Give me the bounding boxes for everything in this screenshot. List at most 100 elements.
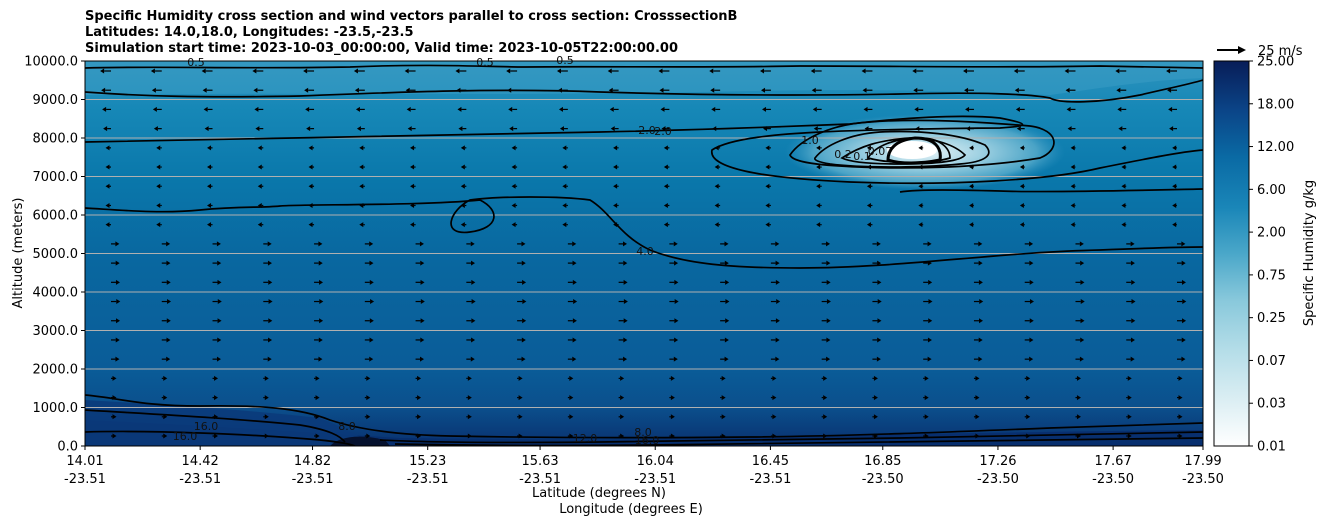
wind-arrow-head [207, 202, 212, 208]
wind-arrow-head [775, 260, 780, 266]
wind-arrow [1172, 222, 1177, 228]
wind-arrow-head [467, 414, 472, 420]
wind-arrow [720, 414, 726, 420]
wind-arrow [212, 433, 219, 439]
wind-arrow-head [207, 145, 212, 151]
wind-arrow-head [207, 222, 212, 228]
wind-arrow [720, 279, 730, 285]
wind-arrow [923, 279, 933, 285]
wind-arrow [973, 356, 983, 362]
contour-label: 16.0 [194, 420, 219, 433]
wind-arrow-head [562, 183, 567, 189]
wind-arrow-head [775, 241, 780, 247]
wind-arrow-head [216, 241, 221, 247]
colorbar [1213, 60, 1250, 447]
wind-arrow [308, 145, 315, 151]
wind-arrow [1177, 356, 1186, 362]
contour-label: 0.2 [834, 148, 852, 161]
wind-arrow-head [877, 260, 882, 266]
wind-arrow-head [724, 241, 729, 247]
wind-arrow [150, 68, 162, 74]
wind-arrow [455, 68, 467, 74]
wind-arrow-head [569, 375, 574, 381]
wind-arrow [711, 106, 721, 112]
wind-arrow-head [1029, 279, 1034, 285]
wind-arrow [263, 395, 269, 401]
wind-arrow [156, 164, 162, 170]
wind-arrow-head [257, 145, 262, 151]
wind-arrow [812, 106, 822, 112]
wind-arrow-head [420, 356, 425, 362]
wind-arrow [1024, 260, 1034, 266]
wind-arrow-head [1019, 222, 1024, 228]
wind-arrow [1064, 68, 1076, 74]
wind-arrow-head [924, 395, 929, 401]
wind-arrow [923, 241, 932, 247]
wind-arrow-head [826, 279, 831, 285]
wind-arrow-head [1131, 318, 1136, 324]
wind-arrow [156, 183, 162, 189]
wind-arrow-head [613, 145, 618, 151]
wind-arrow [770, 260, 780, 266]
wind-arrow-head [112, 433, 117, 439]
wind-arrow-head [725, 279, 730, 285]
wind-arrow-head [573, 299, 578, 305]
wind-arrow [161, 395, 168, 401]
wind-arrow [517, 279, 527, 285]
wind-arrow-head [370, 299, 375, 305]
wind-arrow-head [877, 318, 882, 324]
wind-arrow-head [562, 222, 567, 228]
wind-arrow-head [410, 145, 415, 151]
wind-arrow-head [978, 279, 983, 285]
wind-arrow [1075, 337, 1085, 343]
wind-arrow-head [1076, 375, 1081, 381]
wind-arrow-head [304, 87, 309, 93]
wind-arrow [511, 145, 518, 151]
wind-arrow [618, 395, 625, 401]
wind-arrow [1177, 279, 1186, 285]
wind-arrow [100, 68, 111, 74]
wind-arrow [659, 87, 670, 93]
wind-arrow [964, 87, 974, 93]
wind-arrow [1126, 395, 1132, 401]
wind-arrow [714, 164, 721, 170]
wind-arrow-head [1019, 164, 1024, 170]
wind-arrow-head [420, 318, 425, 324]
wind-arrow-head [1029, 260, 1034, 266]
wind-arrow-head [101, 87, 106, 93]
wind-arrow-head [318, 260, 323, 266]
wind-arrow-head [714, 222, 719, 228]
colorbar-tick-label: 18.00 [1257, 97, 1294, 112]
wind-arrow-head [319, 299, 324, 305]
wind-arrow [1172, 183, 1177, 189]
wind-arrow-head [663, 222, 668, 228]
wind-arrow [821, 337, 831, 343]
wind-arrow-head [1178, 375, 1183, 381]
wind-arrow-head [264, 395, 269, 401]
wind-arrow-head [572, 337, 577, 343]
wind-arrow [1015, 106, 1025, 112]
wind-arrow-head [623, 279, 628, 285]
wind-arrow [511, 164, 518, 170]
wind-arrow [816, 145, 822, 151]
wind-arrow-head [1172, 202, 1177, 208]
y-tick-label: 10000.0 [24, 55, 78, 70]
wind-arrow [770, 375, 777, 381]
wind-arrow [973, 279, 983, 285]
wind-arrow-head [410, 222, 415, 228]
wind-arrow-head [511, 222, 516, 228]
wind-arrow [710, 87, 721, 93]
wind-arrow [1075, 318, 1085, 324]
wind-arrow-head [873, 414, 878, 420]
wind-arrow-head [264, 375, 269, 381]
contour-label: 0.07 [868, 145, 893, 158]
wind-arrow-head [765, 164, 770, 170]
x-tick-label-longitude: -23.51 [749, 472, 791, 487]
wind-arrow [720, 356, 729, 362]
wind-arrow [669, 279, 679, 285]
wind-arrow-head [607, 68, 612, 74]
wind-arrow-head [772, 395, 777, 401]
wind-arrow [821, 241, 831, 247]
wind-arrow [861, 68, 873, 74]
wind-arrow-head [1169, 126, 1174, 132]
